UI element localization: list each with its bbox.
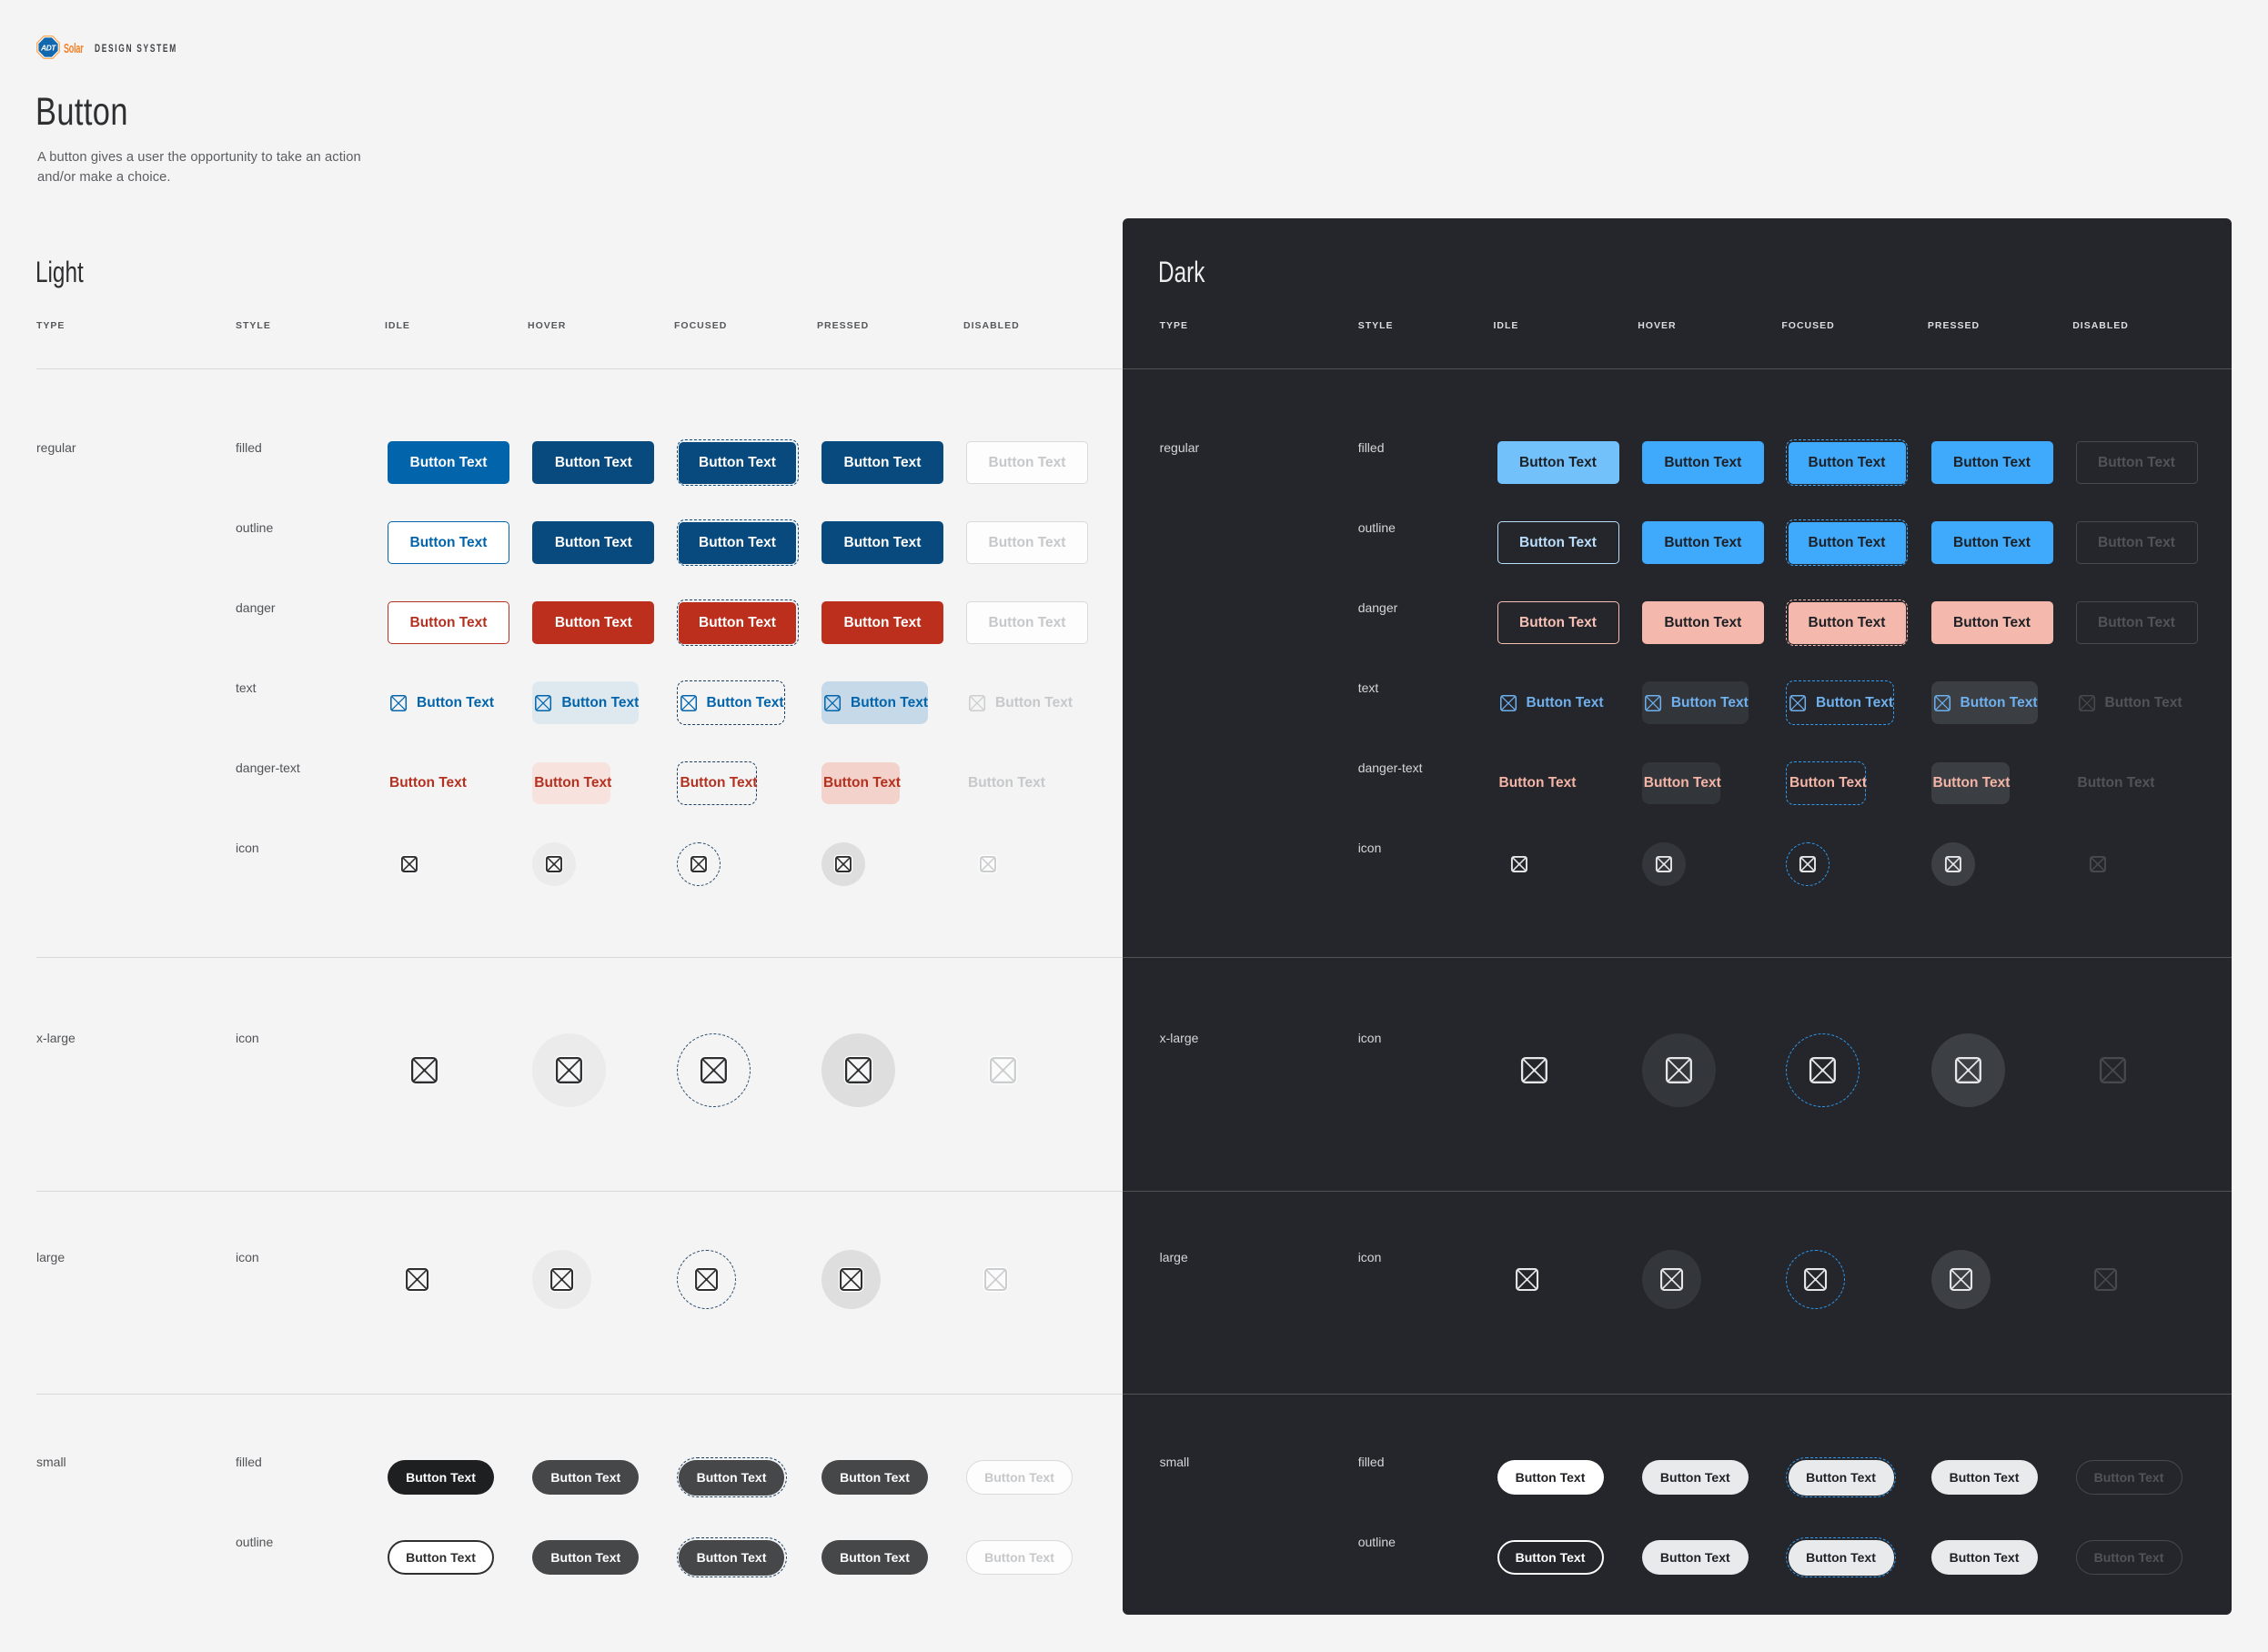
- svg-text:ADT: ADT: [40, 44, 56, 53]
